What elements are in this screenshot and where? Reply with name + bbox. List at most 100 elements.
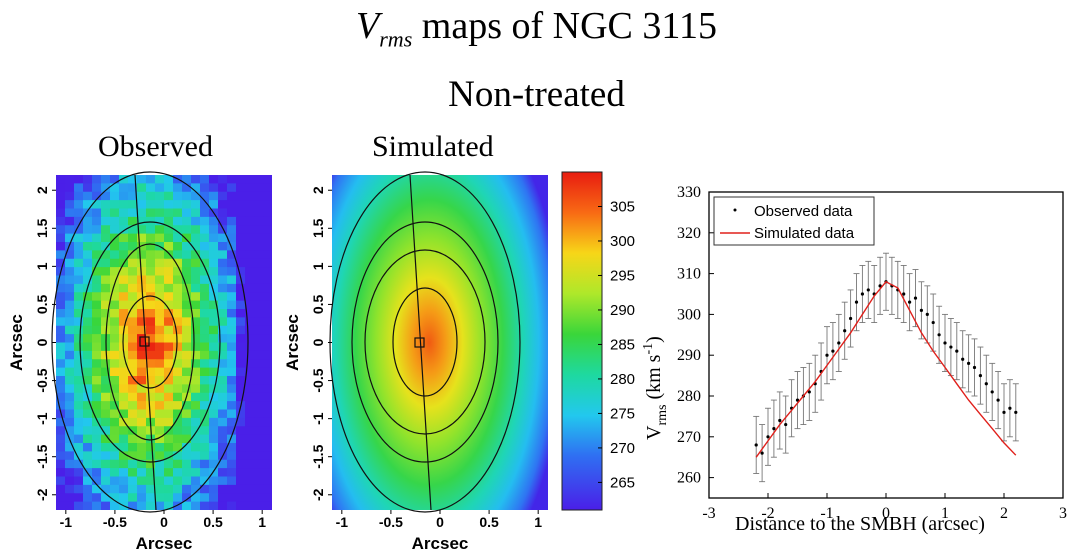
heatmap-cell [182, 267, 192, 277]
profile-y-label-rest: (km s [643, 354, 665, 404]
heatmap-cell [101, 443, 111, 452]
heatmap-cell [128, 283, 138, 293]
heatmap-cell [164, 233, 174, 243]
heatmap-cell [83, 283, 93, 293]
heatmap-cell [254, 451, 264, 461]
heatmap-cell [263, 183, 272, 193]
heatmap-cell [83, 401, 93, 411]
main-title: Vrms maps of NGC 3115 [0, 4, 1073, 53]
heatmap-cell [83, 317, 93, 327]
heatmap-cell [155, 208, 165, 218]
heatmap-cell [182, 250, 192, 260]
heatmap-cell [137, 493, 147, 503]
heatmap-cell [263, 309, 272, 318]
heatmap-cell [92, 317, 102, 327]
heatmap-cell [101, 367, 111, 377]
heatmap-cell [92, 292, 102, 302]
heatmap-cell [155, 401, 165, 411]
simulated-slit-line [409, 174, 432, 511]
heatmap-cell [83, 384, 93, 394]
colorbar-tick-label: 280 [610, 371, 635, 388]
heatmap-cell [128, 476, 138, 486]
legend-observed-marker [733, 208, 737, 212]
heatmap-cell [92, 367, 102, 377]
heatmap-cell [137, 200, 147, 210]
heatmap-cell [164, 292, 174, 302]
heatmap-cell [164, 200, 174, 210]
heatmap-cell [56, 451, 66, 461]
heatmap-cell [263, 250, 272, 260]
title-subscript: rms [379, 26, 413, 52]
heatmap-cell [65, 417, 75, 427]
heatmap-cell [65, 334, 75, 344]
heatmap-cell [146, 401, 156, 411]
heatmap-cell [119, 409, 129, 419]
heatmap-cell [254, 401, 264, 411]
heatmap-cell [245, 317, 255, 327]
heatmap-cell [164, 443, 174, 452]
observed-slit-line [134, 174, 157, 511]
heatmap-cell [236, 292, 246, 302]
heatmap-cell [191, 342, 201, 352]
heatmap-cell [236, 267, 246, 277]
heatmap-cell [254, 309, 264, 318]
simulated-contours [329, 171, 521, 513]
heatmap-cell [236, 242, 246, 251]
heatmap-cell [209, 275, 219, 285]
profile-y-label-end: ) [643, 336, 665, 343]
heatmap-cell [209, 242, 219, 251]
heatmap-cell [173, 183, 183, 193]
heatmap-cell [173, 468, 183, 478]
heatmap-cell [110, 367, 120, 377]
heatmap-cell [110, 175, 120, 184]
observed-x-tick-label: 0.5 [203, 514, 223, 530]
heatmap-cell [218, 191, 228, 201]
heatmap-cell [164, 476, 174, 486]
heatmap-cell [164, 484, 174, 494]
heatmap-cell [119, 426, 129, 436]
heatmap-cell [191, 225, 201, 235]
heatmap-cell [218, 292, 228, 302]
heatmap-cell [83, 342, 93, 352]
heatmap-cell [128, 300, 138, 310]
heatmap-cell [92, 208, 102, 218]
heatmap-cell [191, 216, 201, 226]
heatmap-cell [209, 200, 219, 210]
heatmap-cell [173, 367, 183, 377]
simulated-contour-inner [392, 287, 458, 397]
heatmap-cell [218, 376, 228, 385]
heatmap-cell [128, 468, 138, 478]
heatmap-cell [236, 409, 246, 419]
heatmap-cell [83, 409, 93, 419]
heatmap-cell [56, 317, 66, 327]
heatmap-cell [173, 191, 183, 201]
heatmap-cell [173, 200, 183, 210]
heatmap-cell [173, 501, 183, 510]
heatmap-cell [182, 216, 192, 226]
heatmap-cell [137, 225, 147, 235]
heatmap-cell [200, 275, 210, 285]
profile-y-tick-label: 260 [677, 470, 701, 487]
heatmap-cell [101, 283, 111, 293]
heatmap-cell [119, 191, 129, 201]
heatmap-cell [74, 384, 84, 394]
heatmap-cell [191, 426, 201, 436]
heatmap-cell [254, 334, 264, 344]
observed-point [1014, 410, 1018, 414]
heatmap-cell [56, 242, 66, 251]
heatmap-cell [254, 317, 264, 327]
heatmap-cell [164, 250, 174, 260]
heatmap-cell [227, 392, 237, 402]
heatmap-cell [137, 350, 147, 360]
heatmap-cell [146, 317, 156, 327]
heatmap-cell [182, 401, 192, 411]
heatmap-cell [155, 476, 165, 486]
heatmap-cell [236, 392, 246, 402]
heatmap-cell [209, 334, 219, 344]
simulated-y-label: Arcsec [283, 314, 302, 371]
heatmap-cell [155, 468, 165, 478]
heatmap-cell [227, 484, 237, 494]
heatmap-cell [182, 200, 192, 210]
heatmap-cell [236, 359, 246, 369]
profile-x-tick-label: 0 [882, 505, 890, 522]
